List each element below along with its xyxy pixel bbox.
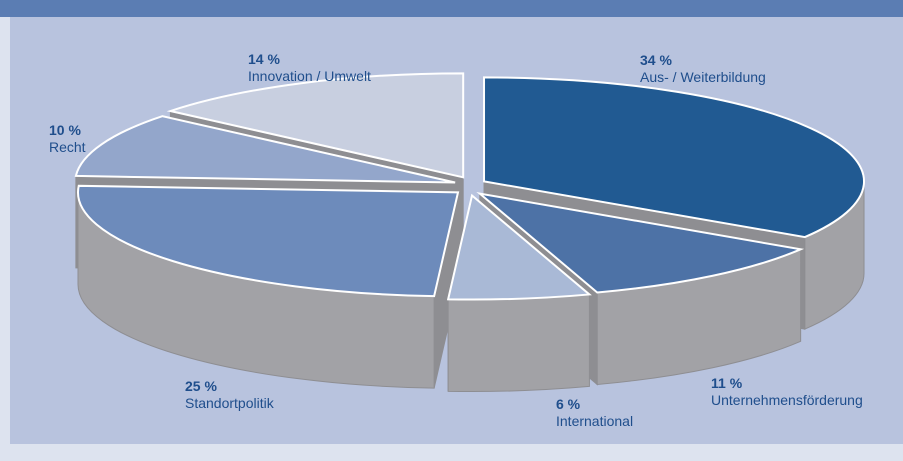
title-bar [0, 0, 903, 17]
name-international: International [556, 413, 634, 429]
label-aus-weiterbildung: 34 % Aus- / Weiterbildung [640, 52, 766, 86]
pie-slice-0 [483, 76, 866, 239]
pct-recht: 10 % [49, 122, 81, 138]
pie-slice-2 [446, 193, 592, 301]
pct-international: 6 % [556, 396, 581, 412]
pie-slice-1 [476, 191, 805, 294]
name-standortpolitik: Standortpolitik [185, 395, 274, 411]
label-innovation-umwelt: 14 % Innovation / Umwelt [248, 51, 371, 85]
pct-aus-weiterbildung: 34 % [640, 52, 672, 68]
pct-innovation-umwelt: 14 % [248, 51, 280, 67]
name-innovation-umwelt: Innovation / Umwelt [248, 68, 371, 84]
pie-side-2 [447, 293, 590, 393]
label-standortpolitik: 25 % Standortpolitik [185, 378, 274, 412]
pct-standortpolitik: 25 % [185, 378, 217, 394]
label-international: 6 % International [556, 396, 633, 430]
label-unternehmensfoerderung: 11 % Unternehmensförderung [711, 375, 863, 409]
name-aus-weiterbildung: Aus- / Weiterbildung [640, 69, 766, 85]
name-unternehmensfoerderung: Unternehmensförderung [711, 392, 863, 408]
pct-unternehmensfoerderung: 11 % [711, 375, 743, 391]
name-recht: Recht [49, 139, 86, 155]
label-recht: 10 % Recht [49, 122, 86, 156]
pie-slice-3 [77, 184, 460, 298]
pie-slice-5 [166, 72, 465, 179]
pie-slice-4 [74, 115, 456, 184]
